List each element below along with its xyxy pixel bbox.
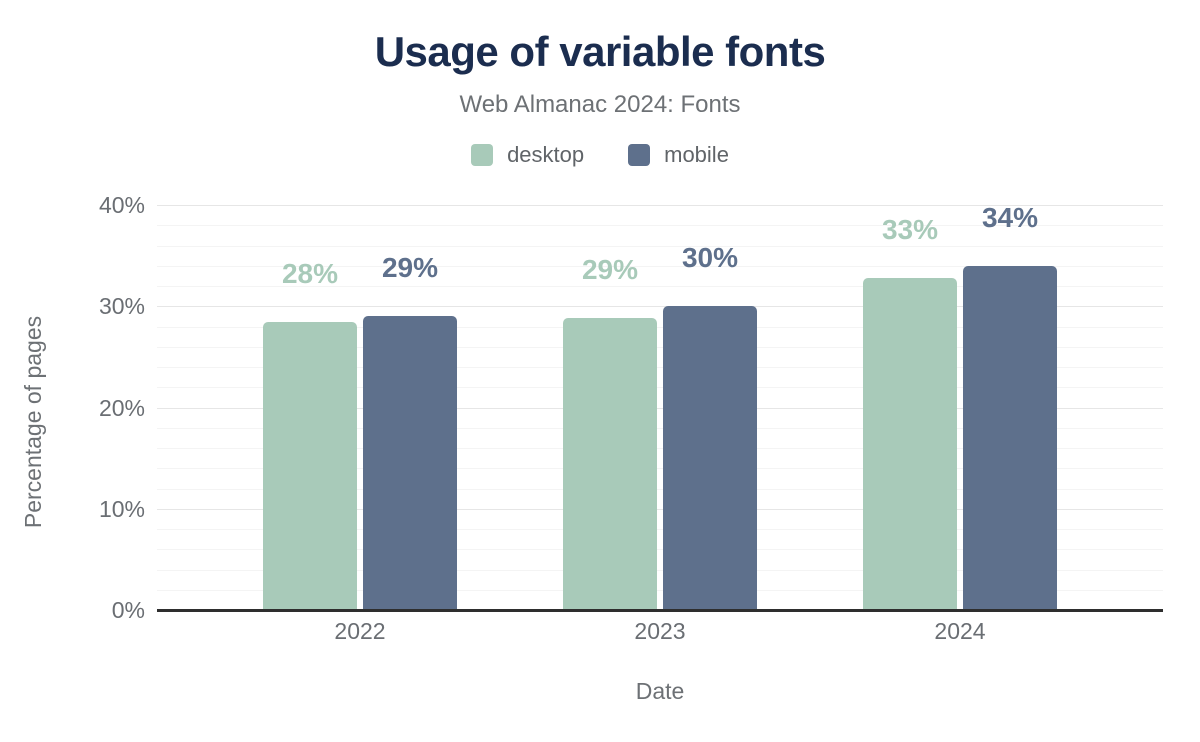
bar-value-label-desktop-2024: 33% <box>881 214 939 245</box>
bar-desktop-2023[interactable] <box>563 318 657 610</box>
chart-subtitle: Web Almanac 2024: Fonts <box>459 91 741 118</box>
legend-item-mobile[interactable]: mobile <box>628 142 729 168</box>
bar-value-label-desktop-2023: 29% <box>581 254 639 285</box>
y-tick-label-20%: 20% <box>98 395 145 421</box>
legend-label-desktop: desktop <box>507 142 585 167</box>
minor-gridline <box>157 590 1163 591</box>
minor-gridline <box>157 570 1163 571</box>
minor-gridline <box>157 387 1163 388</box>
minor-gridline <box>157 225 1163 226</box>
bar-mobile-2023[interactable] <box>663 306 757 610</box>
bar-mobile-2024[interactable] <box>963 266 1057 610</box>
y-tick-label-0%: 0% <box>111 597 145 623</box>
bar-desktop-2022[interactable] <box>263 322 357 610</box>
minor-gridline <box>157 266 1163 267</box>
x-tick-label-2023: 2023 <box>634 618 686 644</box>
bar-mobile-2022[interactable] <box>363 316 457 610</box>
minor-gridline <box>157 428 1163 429</box>
x-tick-label-2022: 2022 <box>334 618 386 644</box>
major-gridline <box>157 205 1163 206</box>
major-gridline <box>157 509 1163 510</box>
x-tick-label-2024: 2024 <box>934 618 986 644</box>
minor-gridline <box>157 448 1163 449</box>
minor-gridline <box>157 529 1163 530</box>
legend-swatch-desktop-icon <box>471 144 494 166</box>
bar-value-label-mobile-2023: 30% <box>681 242 739 273</box>
legend-swatch-mobile-icon <box>628 144 651 166</box>
minor-gridline <box>157 286 1163 287</box>
y-tick-label-30%: 30% <box>98 293 145 319</box>
minor-gridline <box>157 468 1163 469</box>
minor-gridline <box>157 549 1163 550</box>
y-tick-label-40%: 40% <box>98 192 145 218</box>
bar-value-label-mobile-2022: 29% <box>381 252 439 283</box>
minor-gridline <box>157 489 1163 490</box>
legend-label-mobile: mobile <box>664 142 729 167</box>
x-axis-title: Date <box>635 678 685 704</box>
bar-desktop-2024[interactable] <box>863 278 957 610</box>
chart-title: Usage of variable fonts <box>374 28 826 75</box>
minor-gridline <box>157 367 1163 368</box>
bar-value-label-mobile-2024: 34% <box>981 202 1039 233</box>
legend: desktop mobile <box>0 142 1200 168</box>
major-gridline <box>157 306 1163 307</box>
y-axis-title: Percentage of pages <box>20 315 46 529</box>
x-axis-line <box>157 609 1163 612</box>
major-gridline <box>157 408 1163 409</box>
minor-gridline <box>157 347 1163 348</box>
bar-value-label-desktop-2022: 28% <box>281 258 339 289</box>
y-tick-label-10%: 10% <box>98 496 145 522</box>
legend-item-desktop[interactable]: desktop <box>471 142 584 168</box>
minor-gridline <box>157 327 1163 328</box>
minor-gridline <box>157 246 1163 247</box>
